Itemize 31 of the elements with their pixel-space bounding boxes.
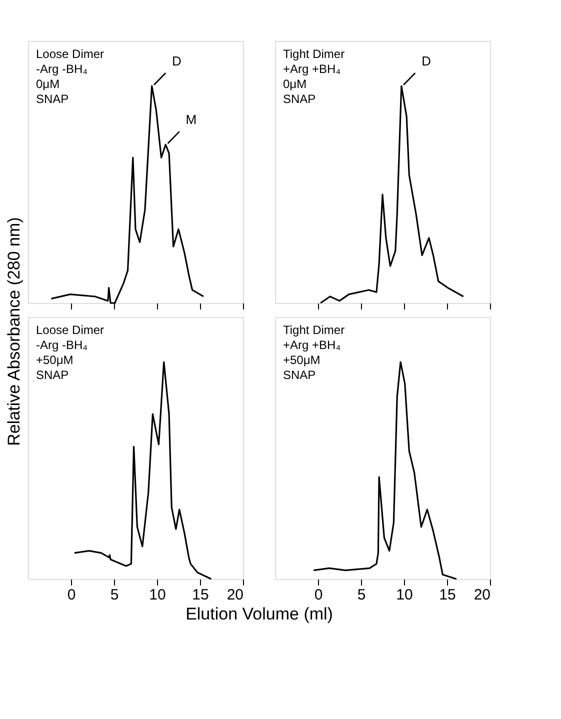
x-tick-label: 20 (226, 586, 244, 604)
annotation: 0μM (36, 77, 60, 91)
text: -Arg -BH₄ (36, 338, 88, 352)
x-tick-label: 0 (67, 586, 76, 604)
annotation: SNAP (36, 368, 69, 382)
annotation: SNAP (283, 92, 316, 106)
annotation: M (186, 112, 197, 128)
annotation: D (172, 54, 182, 69)
x-tick-label: 5 (357, 586, 366, 604)
annotation: 0μM (283, 77, 307, 91)
x-tick-label: 0 (314, 586, 323, 604)
annotation: SNAP (283, 368, 316, 382)
text: Tight Dimer (283, 323, 345, 337)
text: Loose Dimer (36, 323, 104, 337)
text: -Arg -BH₄ (36, 62, 88, 76)
x-tick-label: 10 (149, 586, 166, 604)
annotation: SNAP (36, 92, 69, 106)
x-tick-label: 15 (439, 586, 456, 604)
x-tick-label: 5 (110, 586, 119, 604)
y-axis-title: Relative Absorbance (280 nm) (4, 217, 24, 446)
text: Loose Dimer (36, 47, 104, 61)
annotation: +50μM (283, 353, 320, 367)
x-tick-label: 10 (396, 586, 413, 604)
text: +Arg +BH₄ (283, 62, 341, 76)
text: +Arg +BH₄ (283, 338, 341, 352)
text: Tight Dimer (283, 47, 345, 61)
x-axis-title: Elution Volume (ml) (186, 604, 333, 624)
x-tick-label: 20 (474, 586, 490, 604)
annotation: D (422, 54, 432, 69)
annotation: +50μM (36, 353, 74, 367)
x-tick-label: 15 (192, 586, 209, 604)
